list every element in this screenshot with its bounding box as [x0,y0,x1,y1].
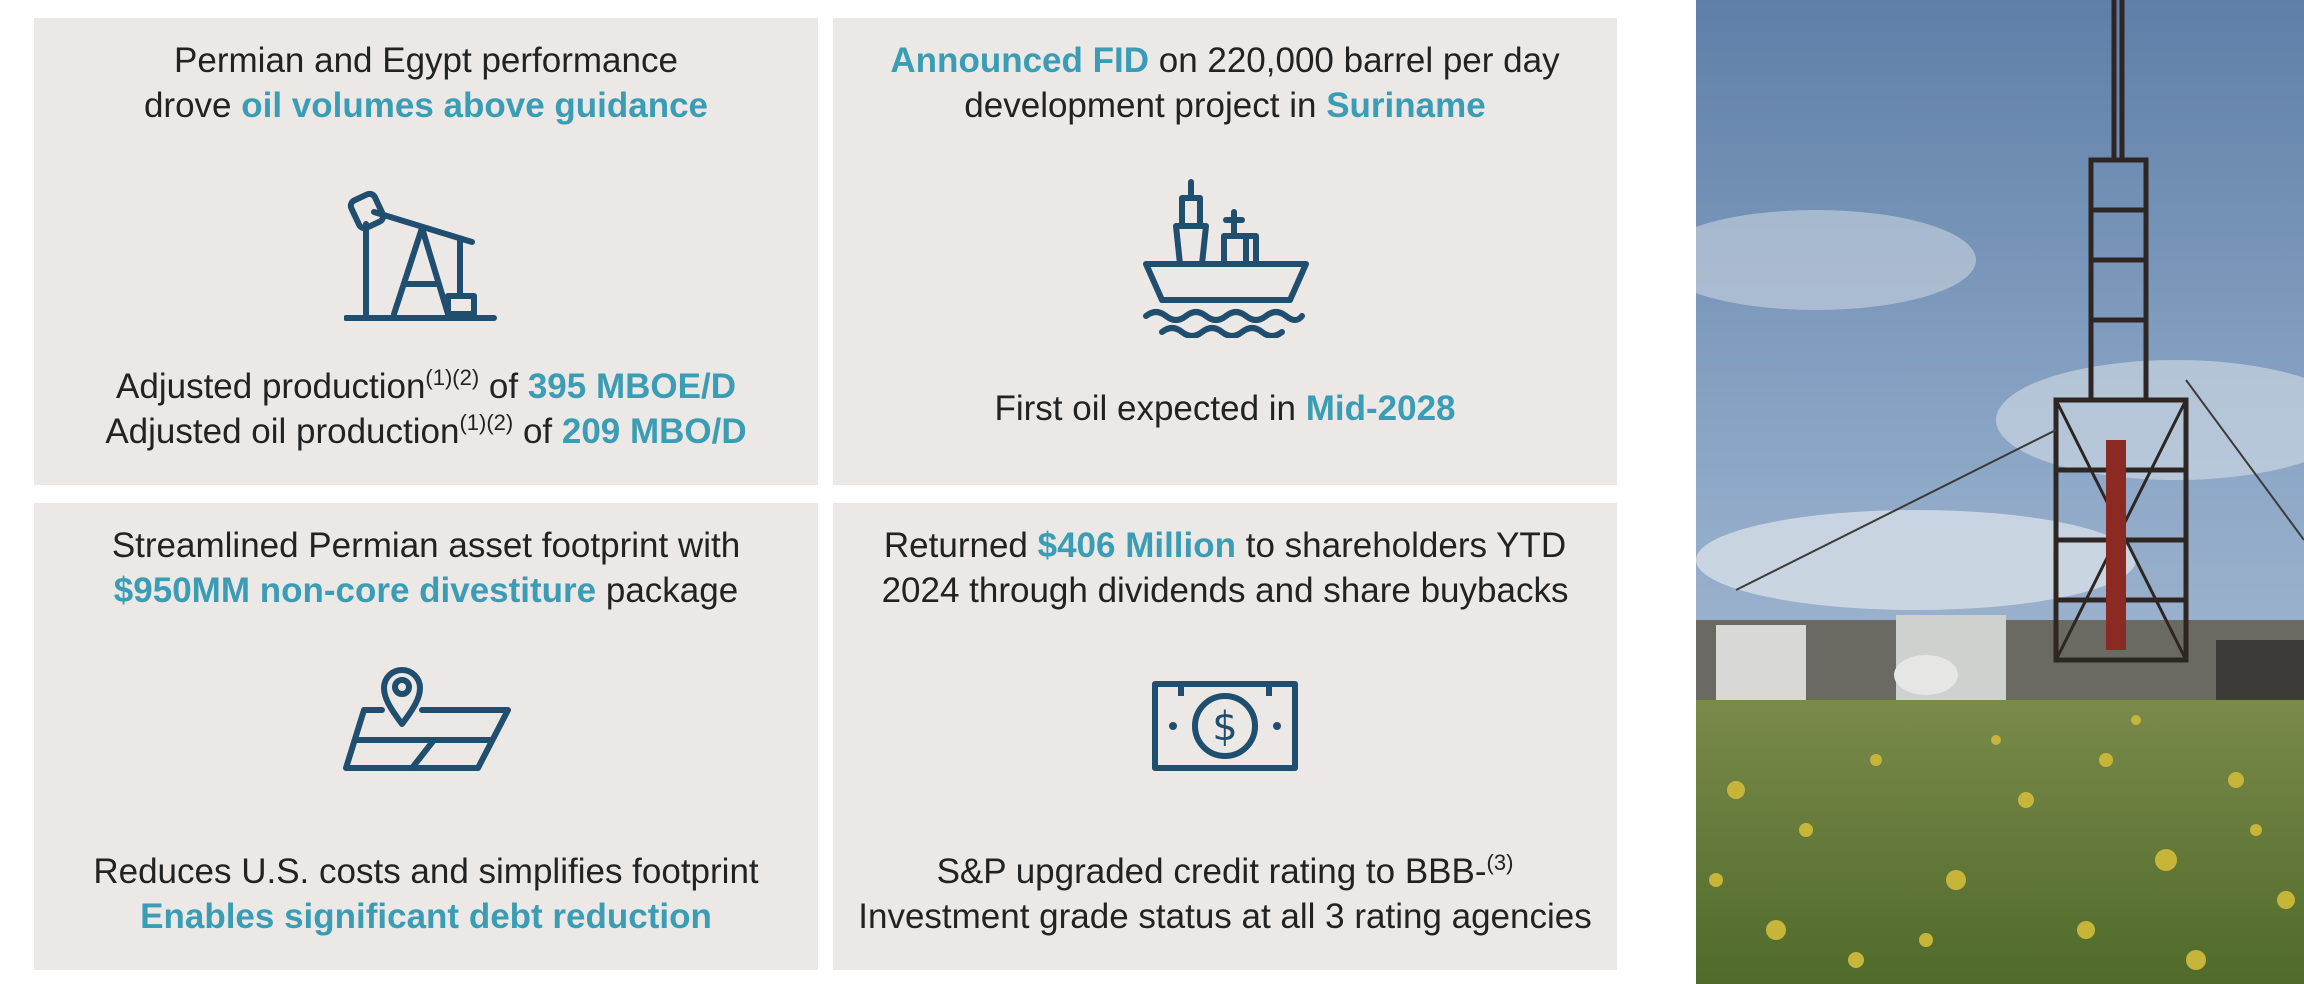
card-permian-divestiture: Streamlined Permian asset footprint with… [34,503,818,970]
map-location-pin-icon [343,667,511,771]
offshore-ship-icon [1143,179,1309,338]
card-oil-volumes: Permian and Egypt performance drove oil … [34,18,818,485]
card-suriname-project: Announced FID on 220,000 barrel per day … [833,18,1617,485]
card-first-oil: First oil expected in Mid-2028 [994,389,1456,428]
dollar-bill-icon: $ [1152,681,1298,771]
card-benefits: Reduces U.S. costs and simplifies footpr… [93,852,759,936]
oil-pump-jack-icon [344,190,497,321]
svg-text:$: $ [1212,704,1237,750]
card-headline: Returned $406 Million to shareholders YT… [881,526,1569,610]
drilling-rig-photo [1696,0,2304,984]
card-credit-rating: S&P upgraded credit rating to BBB-(3) In… [858,850,1592,937]
card-shareholder-returns: Returned $406 Million to shareholders YT… [833,503,1617,970]
card-metrics: Adjusted production(1)(2) of 395 MBOE/D … [105,365,747,452]
card-headline: Announced FID on 220,000 barrel per day … [890,41,1560,125]
card-headline: Streamlined Permian asset footprint with… [111,526,741,610]
card-headline: Permian and Egypt performance drove oil … [143,41,709,125]
